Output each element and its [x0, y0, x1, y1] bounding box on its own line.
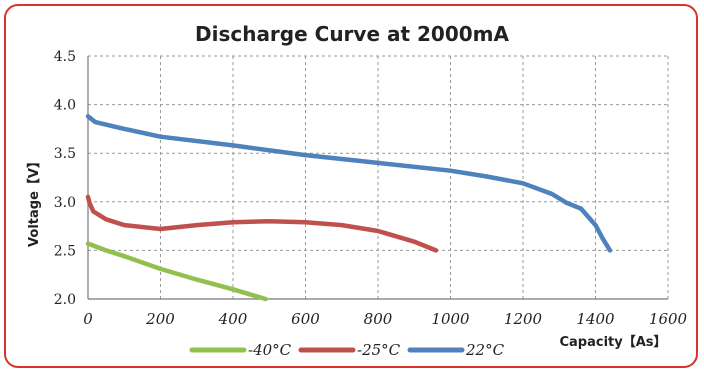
x-tick-label: 1000: [431, 310, 470, 328]
y-tick-label: 3.0: [54, 195, 76, 211]
series-line-2: [85, 114, 613, 253]
x-tick-label: 200: [145, 310, 175, 328]
axes: 0 200 400 600 800 1000 1200 1400 1600 2.0 2.5 3.0 3.…: [54, 49, 688, 328]
series-line-1: [85, 194, 439, 253]
chart-title: Discharge Curve at 2000mA: [195, 22, 510, 46]
grid: [88, 55, 669, 299]
y-tick-label: 3.5: [54, 146, 76, 162]
x-tick-label: 1400: [576, 310, 615, 328]
legend-label: 22°C: [465, 341, 505, 359]
x-tick-label: 1200: [504, 310, 543, 328]
legend-label: -25°C: [357, 341, 401, 359]
x-tick-label: 600: [291, 310, 320, 328]
series-line-0: [85, 241, 268, 302]
x-tick-label: 400: [218, 310, 248, 328]
y-tick-label: 4.0: [54, 98, 76, 114]
chart-frame: [4, 4, 698, 368]
y-tick-label: 2.0: [54, 292, 76, 308]
y-tick-label: 4.5: [54, 49, 76, 65]
series-lines: [85, 114, 613, 302]
legend-label: -40°C: [248, 341, 292, 359]
x-tick-label: 800: [364, 310, 393, 328]
legend: -40°C -25°C 22°C: [189, 341, 505, 359]
x-tick-label: 0: [83, 310, 93, 328]
y-axis-label: Voltage【V】: [26, 155, 42, 247]
y-tick-label: 2.5: [54, 243, 76, 259]
x-axis-label: Capacity【As】: [559, 334, 666, 350]
x-tick-label: 1600: [649, 310, 688, 328]
